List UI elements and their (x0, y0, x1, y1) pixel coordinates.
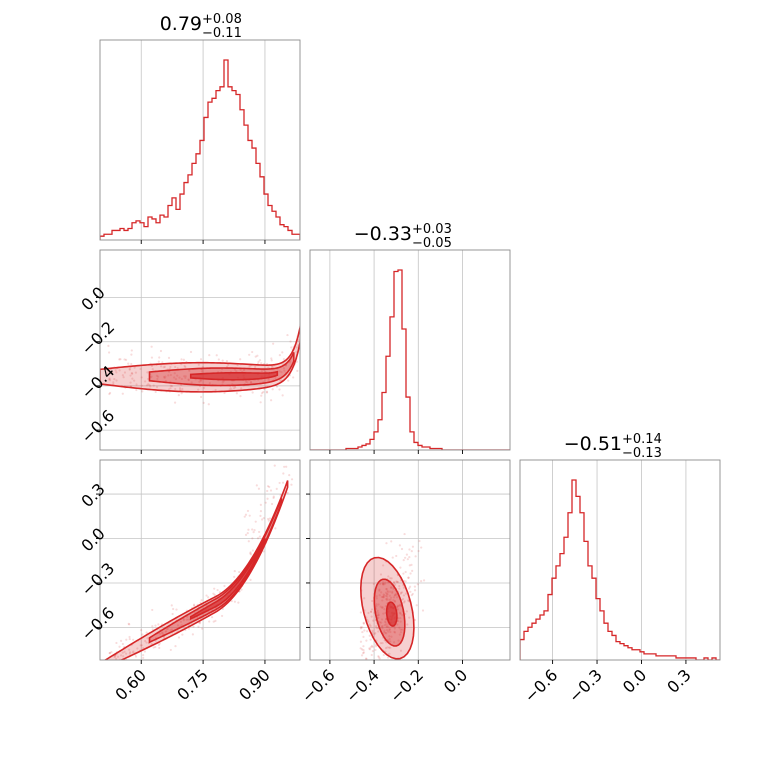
title-minus: −0.13 (622, 446, 662, 461)
y-tick-label: −0.6 (77, 406, 118, 447)
x-tick-label: 0.90 (235, 665, 274, 704)
x-tick-label: −0.4 (342, 665, 383, 706)
y-tick-label: −0.3 (77, 559, 118, 600)
x-tick-label: 0.60 (111, 665, 150, 704)
x-tick-label: −0.6 (298, 665, 339, 706)
2d-panel-−0.33-−0.51 (309, 459, 511, 661)
x-tick-label: 0.3 (663, 665, 694, 696)
title-value: 0.79 (160, 13, 202, 35)
title-minus: −0.11 (202, 26, 242, 41)
hist-panel-1: 0.79 +0.08−0.11 (99, 12, 301, 241)
2d-panel-0.79-−0.51 (99, 459, 301, 661)
title-plus: +0.03 (412, 222, 452, 237)
density-contour-level-2 (148, 498, 283, 644)
hist-panel-2: −0.33 +0.03−0.05 (309, 222, 511, 451)
density-contour-level-3 (189, 537, 266, 621)
2d-panel-0.79-−0.33 (99, 249, 301, 451)
panel-frame (99, 249, 301, 451)
x-tick-label: 0.75 (173, 665, 212, 704)
density-contour-level-1 (103, 480, 289, 660)
panel-frame (99, 459, 301, 661)
panel-frame (309, 459, 511, 661)
hist-title-3: −0.51 +0.14−0.13 (564, 432, 662, 461)
title-minus: −0.05 (412, 236, 452, 251)
histogram-series-3 (520, 479, 720, 660)
y-tick-label: 0.3 (77, 479, 108, 510)
panel-frame (309, 249, 511, 451)
hist-panel-3: −0.51 +0.14−0.13 (519, 432, 721, 661)
title-plus: +0.14 (622, 432, 662, 447)
x-tick-label: −0.3 (565, 665, 606, 706)
panel-frame (519, 459, 721, 661)
panel-frame (99, 39, 301, 241)
y-tick-label: 0.0 (77, 524, 108, 555)
title-value: −0.33 (354, 223, 412, 245)
scatter-points (108, 460, 294, 660)
hist-title-1: 0.79 +0.08−0.11 (160, 12, 242, 41)
x-tick-label: −0.2 (386, 665, 427, 706)
y-tick-label: 0.0 (77, 283, 108, 314)
x-tick-label: −0.6 (521, 665, 562, 706)
title-plus: +0.08 (202, 12, 242, 27)
histogram-series-2 (310, 269, 510, 450)
x-tick-label: 0.0 (440, 665, 471, 696)
histogram-series-1 (100, 59, 300, 240)
density-contour-level-3 (385, 601, 398, 627)
y-tick-label: −0.2 (77, 318, 118, 359)
scatter-points (356, 532, 426, 660)
density-contour-level-3 (189, 370, 279, 381)
y-tick-label: −0.6 (77, 603, 118, 644)
title-value: −0.51 (564, 433, 622, 455)
hist-title-2: −0.33 +0.03−0.05 (354, 222, 452, 251)
x-tick-label: 0.0 (619, 665, 650, 696)
